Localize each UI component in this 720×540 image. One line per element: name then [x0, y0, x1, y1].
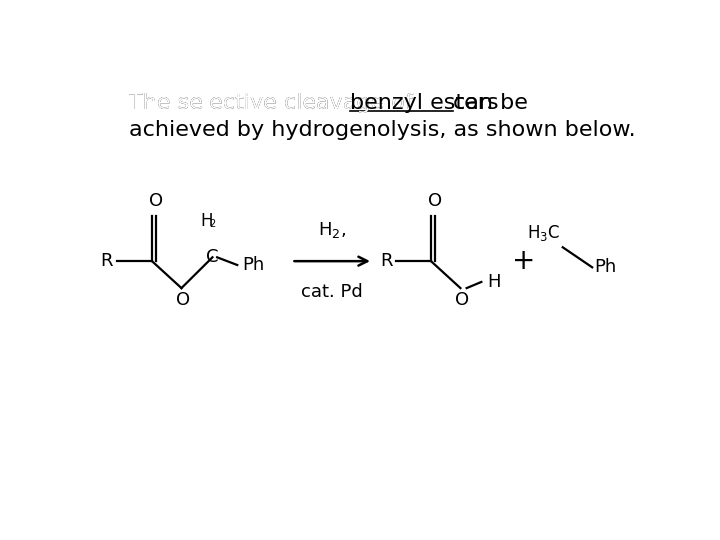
Text: achieved by hydrogenolysis, as shown below.: achieved by hydrogenolysis, as shown bel…: [129, 120, 635, 140]
Text: +: +: [513, 247, 536, 275]
Text: can be: can be: [453, 93, 528, 113]
Text: Ph: Ph: [243, 256, 265, 274]
Text: Ph: Ph: [595, 258, 617, 276]
Text: H: H: [200, 212, 212, 231]
Text: cat. Pd: cat. Pd: [301, 283, 363, 301]
Text: $_2$: $_2$: [209, 217, 216, 231]
Text: The selective cleavage of ​benzyl esters: The selective cleavage of ​benzyl esters: [129, 93, 575, 113]
Text: H$_2$,: H$_2$,: [318, 220, 346, 240]
Text: C: C: [206, 248, 219, 266]
Text: The selective cleavage of: The selective cleavage of: [129, 93, 420, 113]
Text: O: O: [149, 192, 163, 211]
Text: R: R: [101, 252, 113, 270]
Text: O: O: [176, 291, 190, 309]
Text: R: R: [379, 252, 392, 270]
Text: H: H: [487, 273, 500, 291]
Text: benzyl esters: benzyl esters: [350, 93, 505, 113]
Text: H$_3$C: H$_3$C: [527, 224, 560, 244]
Text: O: O: [428, 192, 442, 211]
Text: O: O: [455, 291, 469, 309]
